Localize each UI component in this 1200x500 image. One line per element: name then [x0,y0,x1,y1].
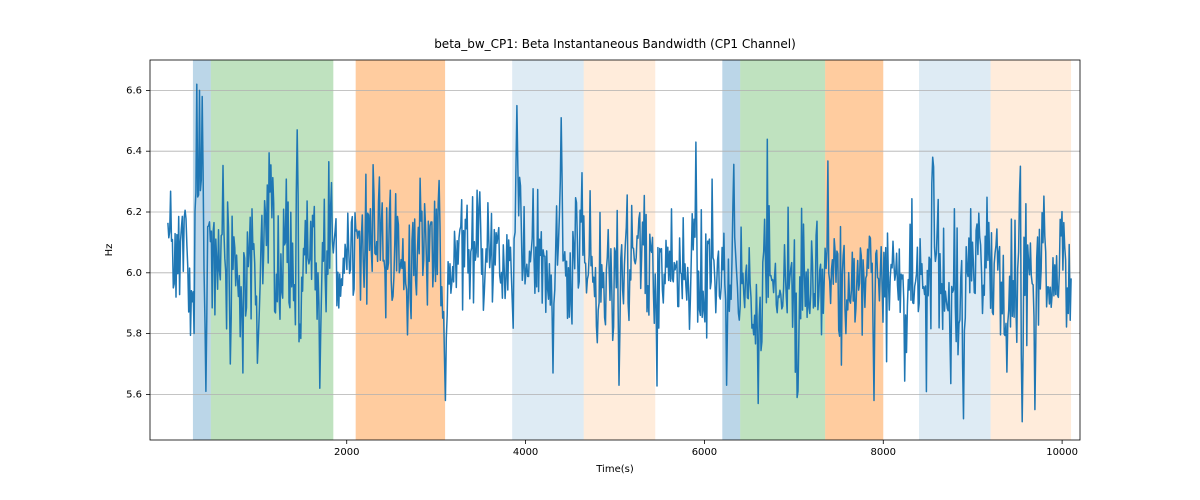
x-tick-label: 8000 [871,447,896,458]
y-tick-label: 6.2 [126,207,142,218]
x-tick-label: 2000 [334,447,359,458]
x-tick-label: 4000 [513,447,538,458]
y-tick-label: 6.0 [126,268,142,279]
signal-chart: 2000400060008000100005.65.86.06.26.46.6 … [0,0,1200,500]
y-tick-label: 5.6 [126,389,142,400]
chart-title: beta_bw_CP1: Beta Instantaneous Bandwidt… [434,37,796,51]
x-tick-label: 6000 [692,447,717,458]
x-axis-label: Time(s) [595,464,634,475]
y-tick-label: 6.6 [126,85,142,96]
x-tick-label: 10000 [1046,447,1078,458]
y-tick-label: 6.4 [126,146,142,157]
chart-container: 2000400060008000100005.65.86.06.26.46.6 … [0,0,1200,500]
y-tick-label: 5.8 [126,329,142,340]
y-axis-label: Hz [104,244,115,257]
